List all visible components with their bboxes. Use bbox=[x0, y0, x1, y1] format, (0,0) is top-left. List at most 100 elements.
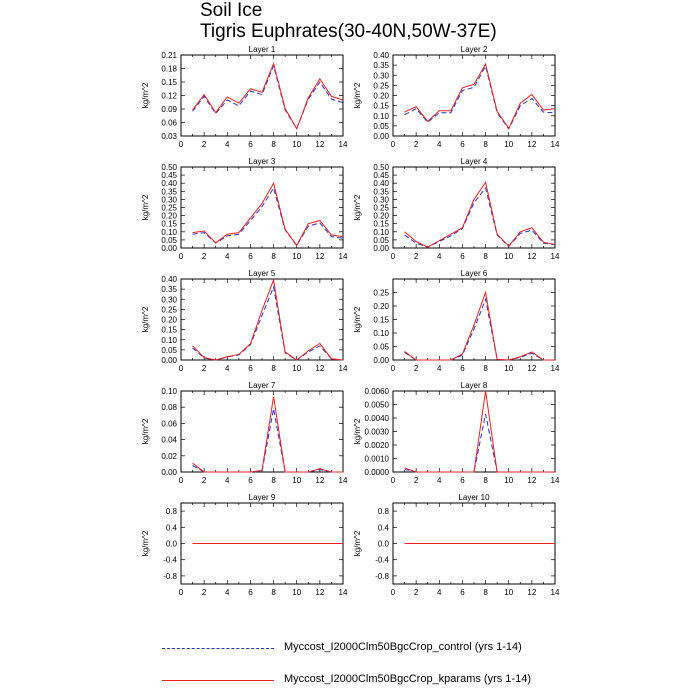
y-tick-label: 0.30 bbox=[161, 195, 177, 204]
x-tick-label: 4 bbox=[225, 252, 230, 261]
y-tick-label: 0.20 bbox=[161, 316, 177, 325]
x-tick-label: 14 bbox=[551, 476, 560, 485]
x-tick-label: 10 bbox=[504, 588, 513, 597]
y-axis-label: kg/m^2 bbox=[353, 418, 362, 444]
y-tick-label: 0.10 bbox=[373, 329, 389, 338]
x-tick-label: 14 bbox=[339, 364, 348, 373]
x-tick-label: 10 bbox=[292, 364, 301, 373]
chart-panel-4: Layer 4 kg/m^2 0 2 4 6 8 10 12 14 0.000.050.100.15… bbox=[353, 157, 560, 261]
panel-title: Layer 5 bbox=[249, 269, 276, 278]
panel-title: Layer 9 bbox=[249, 493, 276, 502]
y-tick-label: 0.8 bbox=[166, 507, 178, 516]
y-tick-label: 0.00 bbox=[161, 468, 177, 477]
y-tick-label: 0.05 bbox=[161, 346, 177, 355]
x-tick-label: 2 bbox=[202, 476, 207, 485]
y-tick-label: 0.00 bbox=[373, 132, 389, 141]
x-tick-label: 10 bbox=[504, 364, 513, 373]
plot-frame bbox=[392, 166, 556, 249]
y-tick-label: 0.12 bbox=[161, 92, 177, 101]
panel-title: Layer 10 bbox=[458, 493, 490, 502]
y-tick-label: 0.0 bbox=[166, 540, 178, 549]
plot-frame bbox=[180, 278, 344, 361]
x-tick-label: 14 bbox=[339, 252, 348, 261]
legend-swatch-kparams bbox=[162, 680, 274, 681]
y-tick-label: 0.25 bbox=[161, 305, 177, 314]
y-tick-label: -0.8 bbox=[163, 572, 177, 581]
y-tick-label: -0.4 bbox=[375, 556, 389, 565]
series-line-kparams bbox=[404, 62, 556, 130]
x-tick-label: 10 bbox=[292, 476, 301, 485]
y-tick-label: 0.50 bbox=[373, 163, 389, 172]
chart-panel-7: Layer 7 kg/m^2 0 2 4 6 8 10 12 14 0.00 0.02 0.04 0.06… bbox=[141, 381, 348, 485]
y-tick-label: 0.0 bbox=[378, 540, 390, 549]
y-tick-label: 0.15 bbox=[373, 316, 389, 325]
x-tick-label: 14 bbox=[551, 252, 560, 261]
x-tick-label: 4 bbox=[437, 588, 442, 597]
y-tick-label: 0.10 bbox=[161, 387, 177, 396]
x-tick-label: 4 bbox=[225, 364, 230, 373]
y-tick-label: 0.0050 bbox=[365, 401, 390, 410]
x-tick-label: 4 bbox=[437, 252, 442, 261]
x-tick-label: 14 bbox=[339, 476, 348, 485]
panel-title: Layer 1 bbox=[249, 45, 276, 54]
y-tick-label: 0.35 bbox=[373, 187, 389, 196]
x-tick-label: 6 bbox=[248, 252, 253, 261]
x-tick-label: 10 bbox=[292, 252, 301, 261]
x-tick-label: 12 bbox=[527, 364, 536, 373]
y-tick-label: 0.35 bbox=[161, 187, 177, 196]
y-axis-label: kg/m^2 bbox=[353, 306, 362, 332]
y-tick-label: 0.05 bbox=[373, 122, 389, 131]
y-axis-label: kg/m^2 bbox=[141, 194, 150, 220]
x-tick-label: 2 bbox=[202, 252, 207, 261]
y-tick-label: 0.04 bbox=[161, 436, 177, 445]
x-tick-label: 10 bbox=[292, 140, 301, 149]
y-tick-label: 0.05 bbox=[161, 236, 177, 245]
x-tick-label: 10 bbox=[504, 140, 513, 149]
y-axis-label: kg/m^2 bbox=[141, 306, 150, 332]
y-tick-label: 0.35 bbox=[373, 61, 389, 70]
chart-panel-9: Layer 9 kg/m^2 0 2 4 6 8 10 12 14 -0.8 -0.4 0.0 0.4 0.… bbox=[141, 493, 348, 597]
y-tick-label: 0.02 bbox=[161, 452, 177, 461]
y-tick-label: 0.0060 bbox=[365, 387, 390, 396]
series-line-control bbox=[404, 64, 556, 130]
chart-panel-2: Layer 2 kg/m^2 0 2 4 6 8 10 12 14 0.000.050.100.15… bbox=[353, 45, 560, 149]
y-tick-label: 0.10 bbox=[373, 228, 389, 237]
y-tick-label: 0.10 bbox=[161, 228, 177, 237]
x-tick-label: 0 bbox=[179, 476, 184, 485]
figure-title: Soil Ice Tigris Euphrates(30-40N,50W-37E… bbox=[200, 0, 497, 42]
y-tick-label: 0.45 bbox=[161, 171, 177, 180]
series-line-kparams bbox=[192, 278, 344, 361]
y-tick-label: 0.30 bbox=[373, 195, 389, 204]
y-tick-label: -0.8 bbox=[375, 572, 389, 581]
chart-panel-5: Layer 5 kg/m^2 0 2 4 6 8 10 12 14 0.000.050.100.15… bbox=[141, 269, 348, 373]
y-tick-label: 0.06 bbox=[161, 419, 177, 428]
y-tick-label: 0.00 bbox=[161, 244, 177, 253]
series-line-kparams bbox=[404, 290, 555, 361]
y-tick-label: 0.00 bbox=[373, 244, 389, 253]
y-tick-label: 0.08 bbox=[161, 403, 177, 412]
x-tick-label: 14 bbox=[551, 140, 560, 149]
y-axis-label: kg/m^2 bbox=[353, 82, 362, 108]
chart-panel-10: Layer 10 kg/m^2 0 2 4 6 8 10 12 14 -0.8 -0.4 0.0 0.4 0… bbox=[353, 493, 560, 597]
y-tick-label: 0.09 bbox=[161, 105, 177, 114]
x-tick-label: 6 bbox=[460, 252, 465, 261]
x-tick-label: 8 bbox=[271, 588, 276, 597]
y-tick-label: 0.40 bbox=[373, 51, 389, 60]
x-tick-label: 12 bbox=[527, 476, 536, 485]
chart-panel-1: Layer 1 kg/m^2 0 2 4 6 8 10 12 14 0.03 0.06 0.09 0.12… bbox=[141, 45, 348, 149]
y-axis-label: kg/m^2 bbox=[141, 418, 150, 444]
y-tick-label: 0.06 bbox=[161, 119, 177, 128]
panel-title: Layer 3 bbox=[249, 157, 276, 166]
x-tick-label: 14 bbox=[551, 364, 560, 373]
x-tick-label: 0 bbox=[179, 252, 184, 261]
x-tick-label: 12 bbox=[315, 252, 324, 261]
figure-title-line2: Tigris Euphrates(30-40N,50W-37E) bbox=[200, 21, 497, 42]
x-tick-label: 8 bbox=[483, 588, 488, 597]
x-tick-label: 2 bbox=[414, 140, 419, 149]
x-tick-label: 2 bbox=[202, 588, 207, 597]
y-tick-label: 0.0040 bbox=[365, 414, 390, 423]
y-tick-label: 0.8 bbox=[378, 507, 390, 516]
y-tick-label: 0.15 bbox=[161, 326, 177, 335]
y-tick-label: 0.0000 bbox=[365, 468, 390, 477]
y-tick-label: 0.20 bbox=[373, 302, 389, 311]
